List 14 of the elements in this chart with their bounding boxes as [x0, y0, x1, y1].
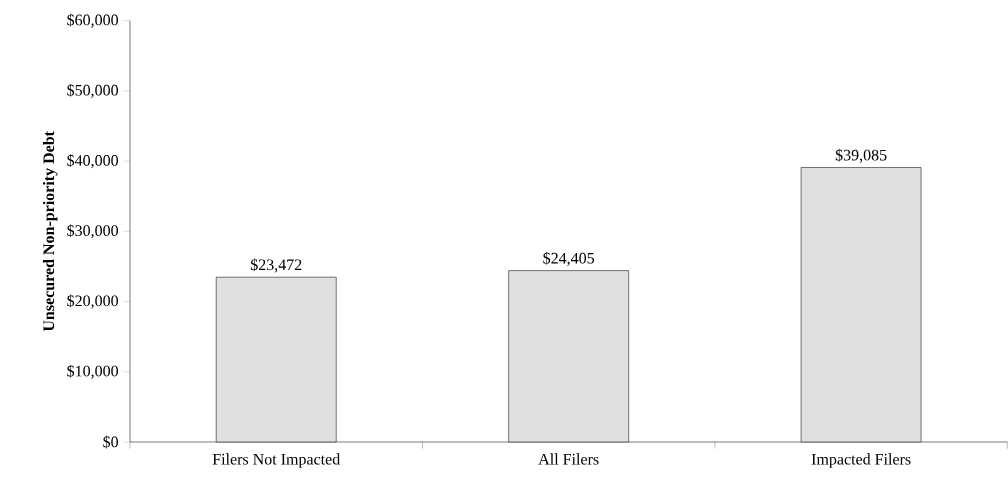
y-tick-label: $30,000 — [67, 224, 119, 239]
y-axis-title: Unsecured Non-priority Debt — [42, 131, 58, 332]
y-tick-label: $60,000 — [67, 13, 119, 28]
y-tick-label: $40,000 — [67, 154, 119, 169]
y-tick-label: $10,000 — [67, 364, 119, 379]
y-tick-label: $50,000 — [67, 83, 119, 98]
x-tick-label: All Filers — [538, 453, 599, 465]
x-tick-label: Filers Not Impacted — [212, 453, 341, 468]
data-label: $23,472 — [250, 258, 302, 273]
data-label: $39,085 — [835, 148, 887, 163]
y-tick-label: $0 — [103, 435, 119, 449]
x-tick-label: Impacted Filers — [811, 453, 911, 468]
data-label: $24,405 — [543, 251, 595, 266]
y-tick-label: $20,000 — [67, 294, 119, 309]
